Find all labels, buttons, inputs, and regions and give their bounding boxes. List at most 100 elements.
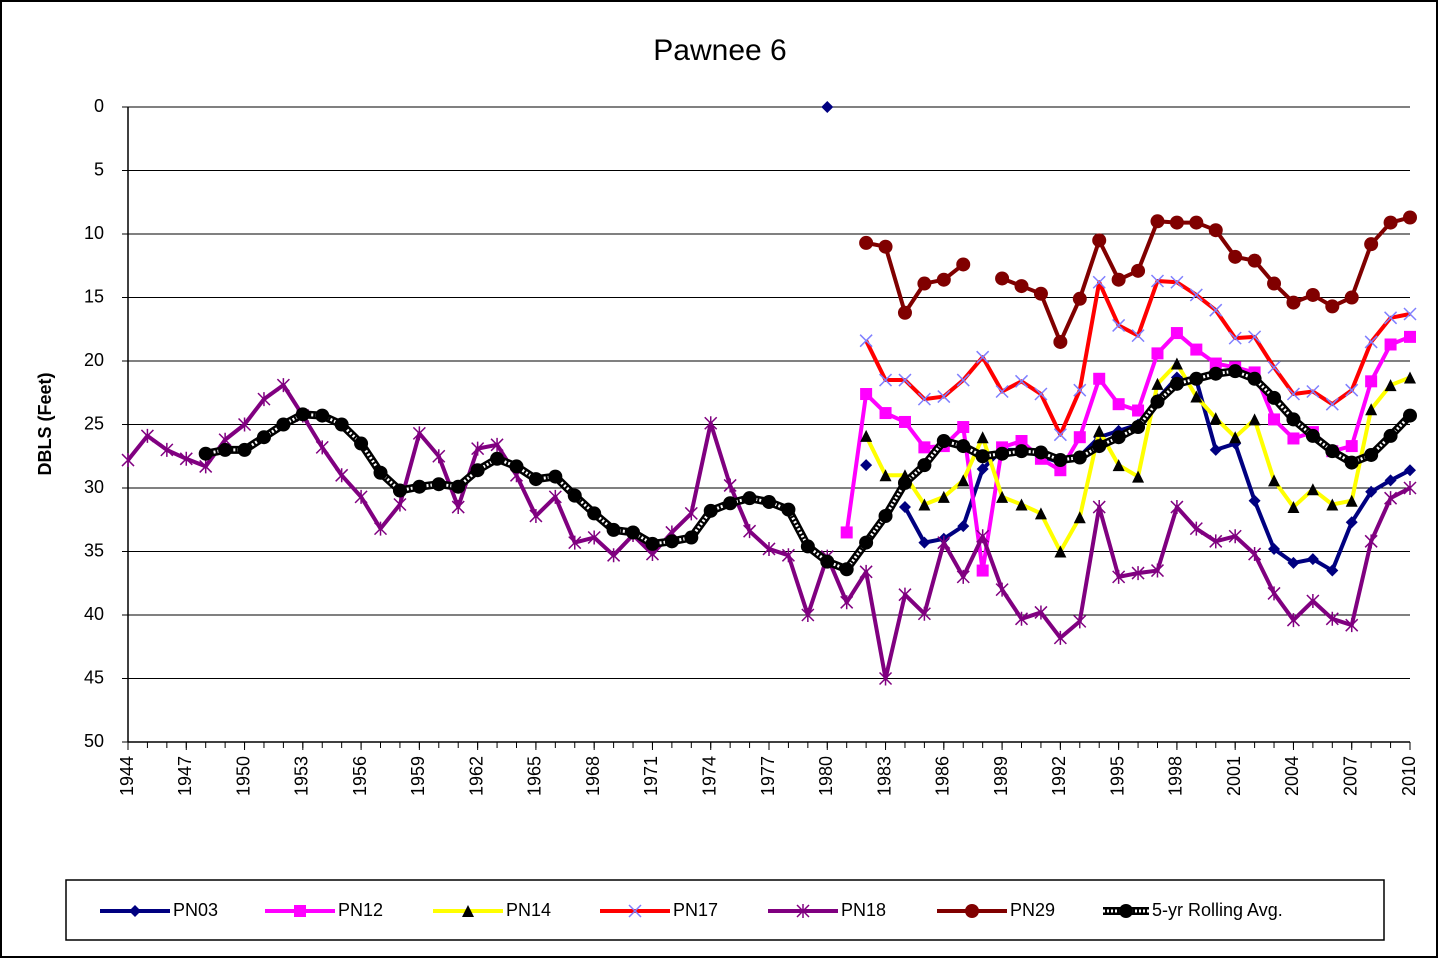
x-tick-label: 1983: [874, 756, 894, 796]
y-tick-label: 35: [84, 540, 104, 560]
marker: [1150, 394, 1165, 409]
marker: [1383, 215, 1398, 230]
marker: [878, 239, 893, 254]
marker: [957, 520, 970, 533]
marker: [431, 477, 446, 492]
legend-marker: [129, 905, 141, 917]
y-tick-label: 10: [84, 223, 104, 243]
marker: [1014, 444, 1029, 459]
marker: [1364, 534, 1378, 549]
marker: [509, 459, 524, 474]
marker: [1365, 485, 1378, 498]
marker: [996, 490, 1009, 503]
marker: [470, 463, 485, 478]
marker: [1073, 614, 1087, 629]
x-tick-label: 1968: [583, 756, 603, 796]
marker: [878, 508, 893, 523]
marker: [664, 534, 679, 549]
marker: [1111, 272, 1126, 287]
marker: [956, 569, 970, 584]
marker: [1287, 501, 1300, 514]
marker: [315, 440, 329, 455]
marker: [1209, 303, 1223, 317]
marker: [1365, 375, 1378, 388]
marker: [839, 562, 854, 577]
marker: [1151, 347, 1164, 360]
marker: [897, 305, 912, 320]
marker: [218, 442, 233, 457]
marker: [412, 479, 427, 494]
marker: [1287, 432, 1300, 445]
marker: [743, 524, 757, 539]
marker: [1014, 611, 1029, 626]
marker: [956, 257, 971, 272]
y-tick-label: 0: [94, 96, 104, 116]
marker: [879, 373, 893, 387]
marker: [1034, 605, 1048, 620]
marker: [238, 417, 252, 432]
marker: [587, 506, 602, 521]
marker: [917, 606, 931, 621]
legend-marker: [965, 904, 979, 918]
marker: [917, 392, 931, 406]
marker: [1190, 343, 1203, 356]
x-tick-label: 2007: [1340, 756, 1360, 796]
marker: [1267, 360, 1281, 374]
marker: [1306, 594, 1320, 609]
marker: [1189, 215, 1204, 230]
marker: [976, 431, 989, 444]
marker: [1229, 431, 1242, 444]
marker: [432, 449, 446, 464]
marker: [1209, 357, 1222, 370]
marker: [975, 449, 990, 464]
marker: [1383, 428, 1398, 443]
marker: [1345, 618, 1359, 633]
marker: [1053, 334, 1068, 349]
marker: [1209, 412, 1222, 425]
marker: [781, 548, 795, 563]
marker: [1267, 390, 1282, 405]
marker: [256, 430, 271, 445]
marker: [1384, 379, 1397, 392]
marker: [937, 535, 951, 550]
marker: [1073, 511, 1086, 524]
marker: [859, 564, 873, 579]
marker: [179, 451, 193, 466]
marker: [1131, 263, 1146, 278]
marker: [1189, 371, 1204, 386]
marker: [1345, 383, 1359, 397]
marker: [859, 235, 874, 250]
marker: [1287, 556, 1300, 569]
marker: [1384, 491, 1398, 506]
marker: [1248, 413, 1261, 426]
marker: [956, 439, 971, 454]
marker: [1132, 404, 1145, 417]
y-tick-label: 30: [84, 477, 104, 497]
marker: [1365, 403, 1378, 416]
marker: [860, 388, 873, 401]
marker: [1093, 424, 1106, 437]
legend-marker: [796, 904, 810, 918]
chart-title: Pawnee 6: [653, 34, 786, 67]
marker: [1306, 384, 1320, 399]
marker: [879, 469, 892, 482]
marker: [1305, 287, 1320, 302]
marker: [140, 428, 154, 443]
x-tick-label: 1944: [117, 756, 137, 796]
marker: [1344, 290, 1359, 305]
marker: [1208, 223, 1223, 238]
marker: [1014, 279, 1029, 294]
marker: [976, 350, 990, 364]
marker: [1073, 431, 1086, 444]
marker: [606, 522, 621, 537]
marker: [257, 392, 271, 407]
marker: [1345, 494, 1358, 507]
marker: [1404, 371, 1416, 384]
x-tick-label: 1974: [699, 756, 719, 796]
marker: [1364, 237, 1379, 252]
marker: [1072, 450, 1087, 465]
x-tick-label: 1998: [1166, 756, 1186, 796]
marker: [1150, 274, 1165, 288]
x-tick-label: 1986: [933, 756, 953, 796]
marker: [937, 490, 950, 503]
